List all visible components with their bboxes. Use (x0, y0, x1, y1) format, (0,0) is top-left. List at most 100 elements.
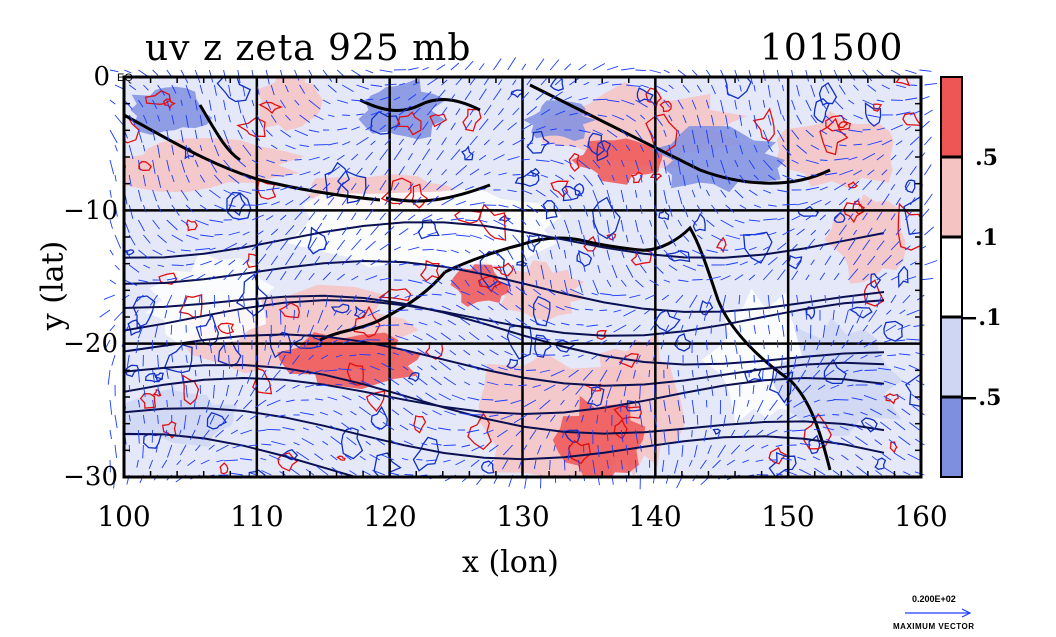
wind-vector (748, 219, 761, 222)
wind-vector (308, 156, 320, 161)
wind-vector (296, 451, 310, 461)
wind-vector (388, 395, 395, 401)
wind-vector (228, 324, 232, 340)
vorticity-contour (903, 196, 921, 235)
wind-vector (526, 174, 537, 177)
wind-vector (249, 414, 258, 420)
wind-vector (111, 354, 116, 366)
wind-vector (279, 354, 286, 366)
wind-vector (725, 384, 728, 396)
wind-vector (862, 153, 876, 161)
wind-vector (476, 290, 485, 296)
wind-vector (422, 279, 435, 286)
wind-vector (362, 324, 371, 329)
wind-vector (143, 234, 151, 244)
wind-vector (574, 399, 579, 408)
y-axis-label: y (lat) (35, 240, 71, 331)
wind-vector (242, 294, 245, 306)
vorticity-contours (124, 77, 921, 477)
wind-vector (330, 425, 338, 431)
wind-vector (393, 294, 400, 299)
wind-vector (833, 99, 844, 110)
wind-vector (611, 114, 625, 121)
wind-vector (677, 429, 679, 444)
wind-vector (635, 279, 644, 288)
wind-vector (412, 133, 422, 146)
wind-vector (271, 201, 280, 206)
vorticity-contour (258, 101, 283, 114)
wind-vector (341, 422, 352, 431)
wind-vector (791, 270, 799, 281)
wind-vector (498, 172, 507, 176)
wind-vector (640, 84, 649, 89)
wind-vector (142, 414, 146, 424)
wind-vector (128, 114, 136, 126)
wind-vector (753, 260, 762, 266)
wind-vector (682, 234, 690, 242)
wind-vector (154, 324, 159, 338)
wind-vector (888, 439, 897, 446)
wind-vector (107, 369, 111, 385)
wind-vector (402, 366, 409, 371)
wind-vector (649, 159, 653, 172)
wind-vector (518, 459, 523, 469)
wind-vector (625, 174, 629, 183)
wind-vector (876, 154, 885, 161)
wind-vector (887, 354, 897, 357)
vorticity-contour (453, 210, 482, 224)
wind-vector (157, 234, 167, 244)
wind-vector (464, 60, 474, 71)
wind-vector (555, 305, 565, 311)
wind-vector (882, 453, 892, 461)
wind-vector (237, 159, 247, 168)
wind-vector (824, 84, 830, 94)
wind-vector (894, 421, 906, 431)
wind-vector (481, 398, 494, 401)
wind-vector (219, 399, 225, 409)
wind-vector (876, 211, 883, 221)
wind-vector (155, 444, 159, 453)
wind-vector (555, 110, 566, 116)
wind-vector (880, 421, 892, 431)
wind-vector (567, 444, 570, 460)
wind-vector (634, 249, 642, 262)
wind-vector (256, 324, 259, 334)
wind-vector (720, 99, 725, 114)
wind-vector (507, 122, 517, 131)
wind-vector (237, 339, 240, 353)
wind-vector (668, 234, 677, 247)
wind-vector (862, 179, 873, 191)
wind-vector (723, 414, 727, 428)
vorticity-contour (567, 439, 592, 465)
wind-vector (286, 399, 295, 403)
wind-vector (623, 384, 627, 397)
wind-vector (498, 140, 504, 146)
wind-vector (560, 399, 565, 406)
wind-vector (391, 409, 400, 416)
wind-vector (705, 159, 709, 168)
wind-vector (867, 255, 876, 266)
wind-vector (180, 369, 184, 383)
wind-vector (848, 69, 856, 81)
wind-vector (592, 459, 596, 475)
wind-vector (777, 242, 787, 251)
wind-vector (725, 324, 727, 340)
wind-vector (408, 279, 423, 284)
wind-vector (313, 222, 323, 236)
vorticity-patch (130, 86, 213, 135)
wind-vector (374, 378, 386, 386)
wind-vector (171, 204, 180, 216)
wind-vector (240, 429, 253, 435)
wind-vector (479, 219, 488, 223)
wind-vector (620, 249, 625, 259)
wind-vector (676, 339, 679, 347)
vorticity-contour (561, 185, 581, 202)
wind-vector (533, 459, 537, 469)
wind-vector (554, 234, 561, 250)
wind-vector (213, 84, 217, 96)
wind-vector (725, 354, 729, 368)
vorticity-contour (419, 259, 441, 282)
wind-vector (128, 174, 132, 187)
wind-vector (330, 436, 343, 446)
wind-vector (377, 352, 385, 356)
